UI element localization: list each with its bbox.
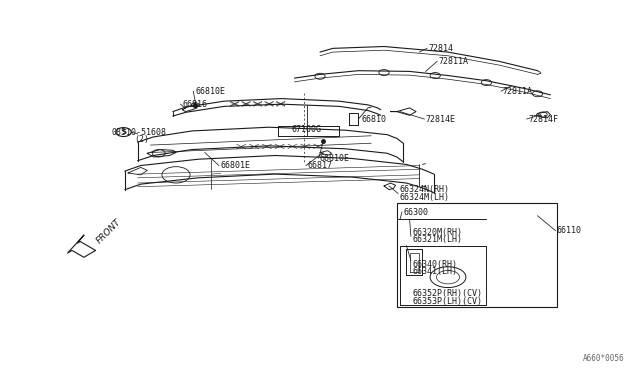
Text: 66321M(LH): 66321M(LH) bbox=[413, 235, 463, 244]
Text: 67100G: 67100G bbox=[291, 125, 321, 134]
Text: 08510-51608: 08510-51608 bbox=[112, 128, 167, 137]
Text: A660*0056: A660*0056 bbox=[582, 354, 624, 363]
Text: 66324M(LH): 66324M(LH) bbox=[400, 193, 450, 202]
Text: 72811A: 72811A bbox=[502, 87, 532, 96]
Text: 66324N(RH): 66324N(RH) bbox=[400, 185, 450, 194]
Text: 66810E: 66810E bbox=[320, 154, 350, 163]
Text: 72811A: 72811A bbox=[438, 57, 468, 66]
Text: 66300: 66300 bbox=[403, 208, 428, 217]
Text: 66352P(RH)(CV): 66352P(RH)(CV) bbox=[413, 289, 483, 298]
Text: 66801E: 66801E bbox=[221, 161, 251, 170]
Text: 72814F: 72814F bbox=[528, 115, 558, 124]
Text: 66810E: 66810E bbox=[195, 87, 225, 96]
Text: 66817: 66817 bbox=[307, 161, 332, 170]
Text: 66810: 66810 bbox=[362, 115, 387, 124]
Text: (2): (2) bbox=[134, 135, 149, 144]
Text: S: S bbox=[121, 129, 126, 135]
Text: 72814: 72814 bbox=[429, 44, 454, 53]
Text: 66340(RH): 66340(RH) bbox=[413, 260, 458, 269]
Text: 66341(LH): 66341(LH) bbox=[413, 267, 458, 276]
Text: 66816: 66816 bbox=[182, 100, 207, 109]
Text: 66320M(RH): 66320M(RH) bbox=[413, 228, 463, 237]
Text: 66353P(LH)(CV): 66353P(LH)(CV) bbox=[413, 297, 483, 306]
Text: FRONT: FRONT bbox=[95, 217, 123, 246]
Text: 72814E: 72814E bbox=[426, 115, 456, 124]
Text: 66110: 66110 bbox=[557, 226, 582, 235]
